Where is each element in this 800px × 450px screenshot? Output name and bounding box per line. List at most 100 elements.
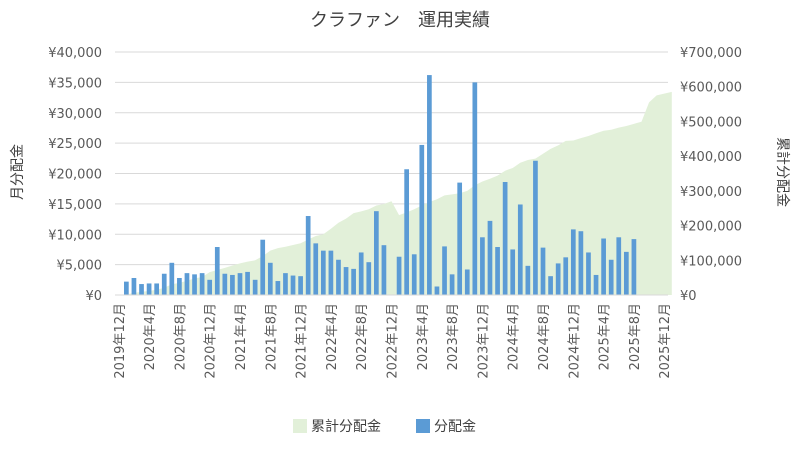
bar-2025-08 — [631, 239, 637, 295]
bar-2023-06 — [434, 286, 440, 295]
bar-2020-05 — [154, 283, 160, 295]
bar-2021-06 — [252, 279, 258, 295]
bar-2025-06 — [616, 237, 622, 295]
y-right-tick-label: ¥300,000 — [680, 185, 742, 200]
bar-2022-02 — [313, 243, 319, 295]
y-left-tick-label: ¥15,000 — [48, 198, 102, 213]
bar-2022-10 — [374, 211, 379, 295]
bar-2020-08 — [177, 277, 182, 295]
x-tick-label: 2024年8月 — [537, 303, 552, 370]
x-tick-label: 2023年4月 — [416, 303, 431, 370]
y-right-tick-label: ¥0 — [680, 289, 697, 304]
y-right-axis-title: 累計分配金 — [774, 137, 790, 207]
bar-2025-05 — [608, 259, 614, 295]
bar-2024-09 — [548, 276, 553, 295]
y-right-tick-label: ¥400,000 — [680, 150, 742, 165]
x-tick-label: 2025年8月 — [628, 303, 643, 370]
bar-2020-11 — [199, 273, 205, 295]
bar-2022-07 — [351, 268, 356, 295]
x-tick-label: 2021年4月 — [234, 303, 249, 370]
x-tick-label: 2021年12月 — [295, 303, 310, 379]
bar-2023-10 — [464, 269, 470, 295]
bar-2022-06 — [343, 267, 349, 295]
y-right-tick-label: ¥500,000 — [680, 115, 742, 130]
y-right-tick-label: ¥200,000 — [680, 220, 742, 235]
x-tick-label: 2021年8月 — [264, 303, 279, 370]
legend-label-monthly: 分配金 — [434, 419, 476, 435]
y-right-tick-label: ¥700,000 — [680, 46, 742, 61]
bar-2024-07 — [533, 160, 538, 295]
bar-2025-03 — [593, 274, 599, 295]
y-left-axis-title: 月分配金 — [10, 144, 26, 200]
bar-2020-01 — [124, 281, 129, 295]
bar-2023-01 — [396, 256, 402, 295]
bar-2022-03 — [320, 250, 326, 295]
bar-2022-09 — [366, 262, 372, 295]
bar-2020-10 — [192, 274, 197, 295]
y-left-tick-label: ¥25,000 — [48, 137, 102, 152]
legend: 累計分配金 分配金 — [293, 419, 476, 435]
bar-2023-02 — [404, 169, 409, 295]
bar-2024-03 — [502, 182, 508, 295]
y-left-ticks: ¥0 ¥5,000 ¥10,000 ¥15,000 ¥20,000 ¥25,000 ¥30,… — [48, 46, 102, 304]
bar-2020-03 — [139, 284, 144, 295]
bar-2021-11 — [290, 275, 296, 295]
bar-2023-08 — [449, 274, 455, 295]
x-tick-label: 2020年8月 — [173, 303, 188, 370]
bar-2021-03 — [230, 274, 235, 295]
x-tick-label: 2023年12月 — [476, 303, 491, 379]
bar-2023-11 — [472, 82, 478, 296]
bar-2024-01 — [487, 220, 493, 295]
bar-2025-01 — [578, 231, 584, 295]
bar-2024-02 — [495, 247, 500, 295]
y-left-tick-label: ¥5,000 — [57, 259, 103, 274]
bar-2021-07 — [260, 239, 266, 295]
bar-2021-01 — [214, 247, 220, 295]
y-left-tick-label: ¥40,000 — [48, 46, 102, 61]
bar-2023-04 — [419, 144, 425, 295]
bar-2024-10 — [555, 263, 561, 295]
bar-2023-09 — [457, 182, 463, 295]
bar-2021-02 — [222, 273, 228, 295]
y-right-ticks: ¥0 ¥100,000 ¥200,000 ¥300,000 ¥400,000 ¥500,0… — [680, 46, 742, 304]
bar-2024-05 — [517, 204, 523, 295]
bar-2024-08 — [540, 247, 546, 295]
bar-2020-06 — [161, 273, 167, 295]
x-tick-label: 2024年4月 — [507, 303, 522, 370]
y-right-tick-label: ¥600,000 — [680, 81, 742, 96]
bar-2021-08 — [267, 262, 273, 295]
legend-swatch-monthly — [416, 419, 430, 433]
bar-2021-10 — [283, 273, 288, 295]
y-left-tick-label: ¥0 — [85, 289, 102, 304]
bar-2022-01 — [305, 216, 311, 295]
bar-layer — [124, 75, 637, 296]
y-left-tick-label: ¥20,000 — [48, 168, 102, 183]
bar-2023-03 — [411, 254, 417, 295]
bar-2025-02 — [586, 252, 591, 295]
bar-2024-12 — [570, 229, 576, 295]
y-left-tick-label: ¥10,000 — [48, 228, 102, 243]
x-tick-label: 2020年12月 — [204, 303, 219, 379]
x-tick-label: 2025年4月 — [598, 303, 613, 370]
bar-2021-05 — [245, 271, 250, 295]
x-ticks: 2019年12月 2020年4月 2020年8月 2020年12月 2021年4月 202… — [113, 303, 673, 379]
y-left-tick-label: ¥35,000 — [48, 76, 102, 91]
y-right-tick-label: ¥100,000 — [680, 254, 742, 269]
bar-2020-07 — [169, 262, 175, 295]
bar-2020-02 — [131, 277, 137, 295]
bar-2021-04 — [237, 273, 243, 295]
bar-2020-09 — [184, 273, 190, 295]
x-tick-label: 2024年12月 — [567, 303, 582, 379]
bar-2023-05 — [427, 75, 432, 295]
bar-2022-11 — [381, 245, 387, 295]
x-tick-label: 2022年8月 — [355, 303, 370, 370]
bar-2020-12 — [207, 279, 213, 295]
bar-2020-04 — [146, 283, 152, 295]
bar-2021-12 — [298, 276, 303, 295]
bar-2024-11 — [563, 257, 569, 295]
bar-2024-04 — [510, 249, 516, 295]
chart-title: クラファン 運用実績 — [310, 10, 490, 31]
bar-2022-08 — [358, 252, 364, 295]
